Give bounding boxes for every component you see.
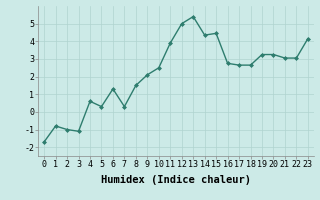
X-axis label: Humidex (Indice chaleur): Humidex (Indice chaleur): [101, 175, 251, 185]
